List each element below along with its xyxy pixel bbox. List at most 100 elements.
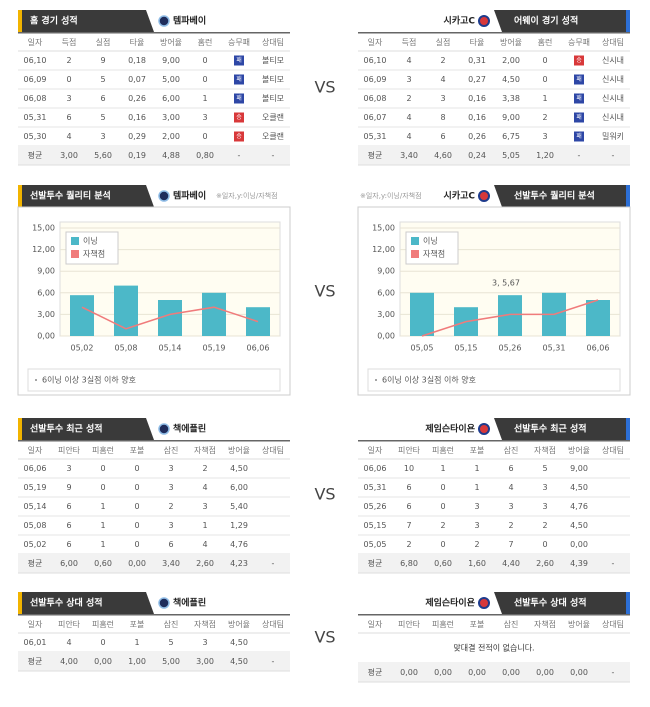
average-row bbox=[358, 554, 630, 573]
result-icon bbox=[574, 112, 584, 123]
cell: 오클랜 bbox=[262, 131, 284, 141]
chart-box bbox=[357, 206, 631, 396]
average-cell: 평균 bbox=[368, 558, 383, 568]
average-row bbox=[18, 652, 290, 671]
column-header: 삼진 bbox=[504, 619, 519, 629]
cell: 05,05 bbox=[364, 540, 387, 549]
y-tick-label: 12,00 bbox=[32, 245, 55, 254]
cell: 볼티모 bbox=[262, 74, 284, 84]
empty-message: 맞대결 전적이 없습니다. bbox=[453, 643, 534, 653]
cell: 5 bbox=[100, 75, 105, 84]
table-top-border bbox=[18, 32, 290, 34]
cell: 9 bbox=[100, 56, 105, 65]
team-logo bbox=[158, 15, 170, 27]
cell: 6 bbox=[406, 502, 411, 511]
header-title: 선발투수 상대 성적 bbox=[514, 597, 587, 609]
cell: 1 bbox=[542, 94, 547, 103]
cell: 4 bbox=[202, 540, 207, 549]
cell: 4 bbox=[406, 56, 411, 65]
average-cell: 4,40 bbox=[502, 559, 520, 568]
average-cell: 0,60 bbox=[94, 559, 112, 568]
cell: 5 bbox=[542, 464, 547, 473]
cell: 3 bbox=[474, 521, 479, 530]
cell: 3 bbox=[202, 113, 207, 122]
header-accent bbox=[18, 185, 22, 207]
column-header: 승무패 bbox=[228, 37, 250, 47]
legend-label: 이닝 bbox=[83, 236, 98, 246]
header-title: 어웨이 경기 성적 bbox=[514, 15, 578, 27]
average-cell: - bbox=[272, 559, 275, 568]
cell: 1,29 bbox=[230, 521, 248, 530]
cell: 5,00 bbox=[162, 75, 180, 84]
average-cell: 평균 bbox=[368, 150, 383, 160]
cell: 2 bbox=[542, 113, 547, 122]
legend-swatch bbox=[411, 250, 419, 258]
average-cell: - bbox=[272, 657, 275, 666]
y-tick-label: 9,00 bbox=[377, 267, 395, 276]
result-icon-label: 패 bbox=[576, 132, 582, 140]
line-series bbox=[421, 299, 599, 337]
cell: 신시내 bbox=[602, 75, 624, 84]
cell: 06,09 bbox=[364, 75, 387, 84]
cell: 5 bbox=[168, 638, 173, 647]
team-name: 책에플린 bbox=[173, 597, 206, 609]
cell: 3,00 bbox=[162, 113, 180, 122]
cell: 6 bbox=[66, 540, 71, 549]
bar bbox=[70, 295, 94, 336]
cell: 0 bbox=[100, 483, 105, 492]
cell: 1 bbox=[202, 94, 207, 103]
column-header: 포볼 bbox=[130, 619, 145, 629]
average-cell: 0,24 bbox=[468, 151, 486, 160]
header-title: 선발투수 최근 성적 bbox=[514, 423, 587, 435]
cell: 2,00 bbox=[162, 132, 180, 141]
bar bbox=[586, 300, 610, 336]
x-tick-label: 05,08 bbox=[115, 344, 138, 353]
cell: 4,50 bbox=[570, 483, 588, 492]
average-cell: 2,60 bbox=[196, 559, 214, 568]
header-bar bbox=[494, 592, 630, 614]
cell: 0,31 bbox=[468, 56, 486, 65]
cell: 2 bbox=[440, 521, 445, 530]
cell: 7 bbox=[406, 521, 411, 530]
cell: 볼티모 bbox=[262, 55, 284, 65]
result-icon bbox=[234, 55, 244, 66]
cell: 4,50 bbox=[230, 464, 248, 473]
y-tick-label: 3,00 bbox=[377, 310, 395, 319]
legend-label: 이닝 bbox=[423, 236, 438, 246]
cell: 05,30 bbox=[24, 132, 47, 141]
column-header: 일자 bbox=[368, 620, 383, 629]
bar bbox=[410, 292, 434, 336]
cell: 밀워키 bbox=[602, 132, 624, 141]
cell: 신시내 bbox=[602, 94, 624, 103]
cell: 0,16 bbox=[468, 113, 486, 122]
column-header: 방어율 bbox=[568, 619, 590, 629]
chart-note: ※일자,y:이닝/자책점 bbox=[360, 191, 422, 200]
cell: 05,08 bbox=[24, 521, 47, 530]
footnote-bullet bbox=[35, 379, 37, 381]
cell: 4,76 bbox=[230, 540, 248, 549]
cell: 2 bbox=[508, 521, 513, 530]
column-header: 자책점 bbox=[194, 619, 216, 629]
column-header: 포볼 bbox=[470, 445, 485, 455]
header-accent bbox=[626, 418, 630, 440]
cell: 2 bbox=[440, 56, 445, 65]
column-header: 방어율 bbox=[160, 37, 182, 47]
cell: 0 bbox=[134, 464, 139, 473]
team-name: 제임슨타이욘 bbox=[425, 597, 475, 609]
cell: 1 bbox=[474, 464, 479, 473]
table-top-border bbox=[358, 614, 630, 616]
column-header: 일자 bbox=[368, 38, 383, 47]
y-tick-label: 0,00 bbox=[37, 332, 55, 341]
line-series bbox=[81, 306, 259, 330]
cell: 6 bbox=[406, 483, 411, 492]
average-cell: 평균 bbox=[28, 656, 43, 666]
cell: 4 bbox=[508, 483, 513, 492]
result-icon-label: 패 bbox=[236, 94, 242, 102]
cell: 05,31 bbox=[364, 483, 387, 492]
header-bar bbox=[18, 10, 154, 32]
column-header: 홈런 bbox=[538, 37, 553, 47]
average-cell: 0,80 bbox=[196, 151, 214, 160]
x-tick-label: 05,02 bbox=[71, 344, 94, 353]
footnote-box bbox=[367, 368, 621, 392]
average-cell: - bbox=[612, 668, 615, 677]
